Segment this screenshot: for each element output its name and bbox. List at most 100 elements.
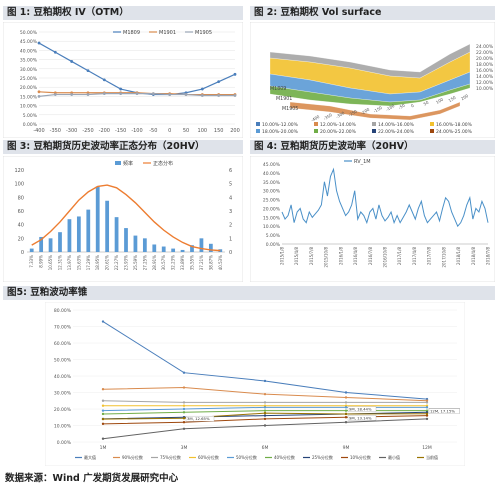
fig5-point xyxy=(101,412,105,416)
fig5-point xyxy=(263,406,267,409)
fig3-bar xyxy=(67,219,72,252)
fig3-bar xyxy=(171,248,176,252)
fig5-title: 图5: 豆粕波动率锥 xyxy=(3,286,495,300)
fig4-xtick-label: 2017/4/8 xyxy=(412,247,417,265)
fig4-ytick-label: 5.00% xyxy=(266,233,281,239)
fig3-bar xyxy=(152,244,157,252)
fig1-xtick-label: 200 xyxy=(230,128,240,134)
fig5-annotation-box xyxy=(185,415,215,422)
fig3-xtick-label: 23.93% xyxy=(124,255,129,270)
fig2-legend-swatch xyxy=(372,122,376,126)
fig5-ytick-label: 50.00% xyxy=(54,358,72,364)
fig1-point xyxy=(86,69,90,73)
fig1-point xyxy=(217,80,221,84)
fig5-point xyxy=(425,409,429,412)
fig2-xtick-label: -400 xyxy=(310,114,321,123)
fig2-legend-swatch xyxy=(314,122,318,126)
fig3-frame xyxy=(3,156,243,282)
fig5-annotation-label: 9M, 13.14% xyxy=(349,415,372,420)
fig4-ytick-label: 40.00% xyxy=(263,171,281,177)
fig2-ztick-label: 20.00% xyxy=(476,56,494,62)
fig1-point xyxy=(184,93,188,96)
fig4-xtick-label: 2018/7/8 xyxy=(486,247,491,265)
fig1-xtick-label: -250 xyxy=(82,128,93,134)
fig1-ytick-label: 30.00% xyxy=(20,67,38,73)
fig5-ytick-label: 20.00% xyxy=(54,407,72,413)
fig1-xtick-label: 50 xyxy=(183,128,189,134)
fig3-y2tick-label: 4 xyxy=(229,195,232,201)
fig1-point xyxy=(102,92,106,96)
fig1-point xyxy=(168,93,172,96)
fig5-annotation-label: 12M, 17.15% xyxy=(430,409,455,414)
fig5-annotation-box xyxy=(347,415,377,421)
fig3-chart: 0 20 40 60 80 100 120 0 1 2 3 4 5 6 7.33% 8.99% 10.65% 12… xyxy=(3,156,243,282)
fig1-point xyxy=(151,92,155,96)
fig3-y2tick-label: 3 xyxy=(229,209,232,215)
fig2-legend-label: 14.00%-16.00% xyxy=(378,122,415,128)
fig5-point xyxy=(344,396,348,399)
fig5-point xyxy=(182,386,186,389)
fig5-point xyxy=(263,401,267,404)
fig5-point xyxy=(425,397,429,401)
fig3-xtick-label: 22.27% xyxy=(114,255,119,270)
fig3-xtick-label: 13.97% xyxy=(67,255,72,270)
fig5-point xyxy=(344,409,348,412)
fig3-xtick-label: 32.23% xyxy=(171,255,176,270)
fig4-xtick-label: 2015/10/8 xyxy=(324,247,329,268)
fig5-annotation-box xyxy=(428,408,460,414)
fig5-point xyxy=(263,404,267,407)
fig1-xtick-label: -100 xyxy=(131,128,142,134)
fig3-y2tick-label: 6 xyxy=(229,168,232,174)
fig2-legend-label: 12.00%-14.00% xyxy=(320,122,357,128)
fig5-point xyxy=(263,414,267,417)
fig3-ytick-label: 100 xyxy=(14,182,24,188)
fig5-point xyxy=(263,379,267,383)
fig1-point xyxy=(102,78,106,82)
fig4-ytick-label: 35.00% xyxy=(263,180,281,186)
fig1-frame xyxy=(3,22,243,138)
fig5-point xyxy=(425,404,429,407)
fig3-bar xyxy=(48,238,53,252)
fig3-bar xyxy=(124,228,128,252)
fig3-bar xyxy=(161,246,166,252)
fig5-annotation-label: 3M, 12.65% xyxy=(187,416,210,421)
fig1-ytick-label: 0.00% xyxy=(23,122,38,128)
fig2-legend-label: 22.00%-24.00% xyxy=(378,129,415,135)
fig3-y2tick-label: 2 xyxy=(229,223,232,229)
fig4-ytick-label: 10.00% xyxy=(263,224,281,230)
fig3-y2tick-label: 0 xyxy=(229,250,232,256)
fig2-xtick-label: -250 xyxy=(348,108,359,117)
fig5-xtick-label: 9M xyxy=(343,445,350,451)
fig2-xtick-label: 200 xyxy=(460,93,470,101)
fig5-point xyxy=(425,406,429,409)
fig3-ytick-label: 80 xyxy=(18,195,24,201)
fig3-bar xyxy=(58,232,62,252)
fig1-ytick-label: 15.00% xyxy=(20,94,38,100)
fig3-xtick-label: 27.25% xyxy=(142,255,147,270)
fig5-legend-label: 最小值 xyxy=(388,454,400,460)
fig2-row-label: M1905 xyxy=(282,106,298,112)
fig5-ytick-label: 30.00% xyxy=(54,391,72,397)
fig5-point xyxy=(344,406,348,409)
fig1-ytick-label: 20.00% xyxy=(20,85,38,91)
fig2-surface-band xyxy=(269,83,471,107)
fig3-y2tick-label: 5 xyxy=(229,182,232,188)
fig3-y2tick-label: 1 xyxy=(229,236,232,242)
fig3-xtick-label: 20.61% xyxy=(105,255,110,270)
fig2-xtick-label: -350 xyxy=(323,112,334,121)
fig5-point xyxy=(344,412,348,416)
fig5-point xyxy=(263,392,267,396)
fig5-point xyxy=(344,421,348,424)
fig2-legend-swatch xyxy=(314,129,318,133)
fig3-xtick-label: 25.59% xyxy=(133,255,138,270)
fig5-legend-label: 50%分位数 xyxy=(236,454,257,460)
fig1-ytick-label: 35.00% xyxy=(20,58,38,64)
fig3-xtick-label: 40.53% xyxy=(218,255,223,270)
fig1-xtick-label: -150 xyxy=(115,128,126,134)
fig5-point xyxy=(182,411,186,414)
fig5-ytick-label: 10.00% xyxy=(54,424,72,430)
fig1-ytick-label: 40.00% xyxy=(20,48,38,54)
fig2-xtick-label: -100 xyxy=(385,103,396,112)
fig5-point xyxy=(101,404,105,407)
fig3-xtick-label: 30.57% xyxy=(161,255,166,270)
